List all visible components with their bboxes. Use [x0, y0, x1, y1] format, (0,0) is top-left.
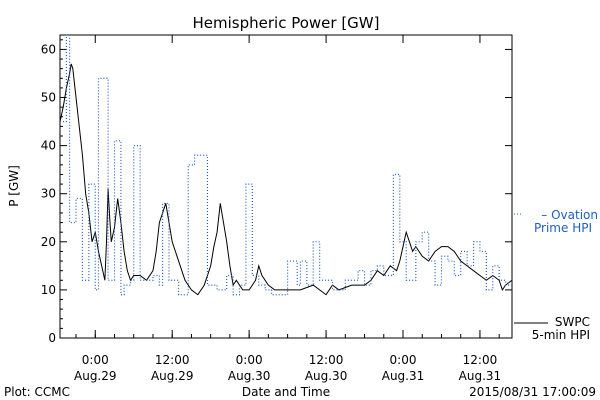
- x-tick-time-label: 12:00: [155, 353, 190, 367]
- legend-ovation-line1: – Ovation: [541, 208, 598, 222]
- x-tick-date-label: Aug.29: [74, 369, 117, 383]
- y-tick-label: 20: [41, 235, 56, 249]
- x-axis-label: Date and Time: [242, 385, 330, 399]
- x-tick-time-label: 12:00: [463, 353, 498, 367]
- plot-timestamp: 2015/08/31 17:00:09: [469, 385, 596, 399]
- chart-title: Hemispheric Power [GW]: [193, 14, 380, 32]
- x-tick-time-label: 12:00: [309, 353, 344, 367]
- x-tick-time-label: 0:00: [82, 353, 109, 367]
- y-tick-label: 60: [41, 42, 56, 56]
- x-tick-date-label: Aug.30: [305, 369, 348, 383]
- y-tick-label: 10: [41, 283, 56, 297]
- series-line-ovation-prime: [60, 34, 512, 296]
- y-axis-label: P [GW]: [7, 165, 21, 207]
- y-tick-label: 50: [41, 91, 56, 105]
- x-axis-ticks: 0:00 Aug.29 12:00 Aug.29 0:00 Aug.30 12:00 Aug.…: [74, 35, 501, 383]
- series-layer: [59, 34, 513, 296]
- series-line-swpc: [59, 63, 513, 296]
- plot-credit: Plot: CCMC: [4, 385, 70, 399]
- x-tick-date-label: Aug.31: [459, 369, 502, 383]
- y-tick-label: 30: [41, 187, 56, 201]
- legend-swpc-line2: 5-min HPI: [532, 328, 590, 342]
- x-tick-time-label: 0:00: [236, 353, 263, 367]
- x-tick-time-label: 0:00: [390, 353, 417, 367]
- legend-swpc-line1: SWPC: [555, 315, 590, 329]
- y-tick-label: 40: [41, 139, 56, 153]
- x-tick-date-label: Aug.29: [151, 369, 194, 383]
- y-tick-label: 0: [48, 331, 56, 345]
- plot-frame: [59, 34, 513, 339]
- x-tick-date-label: Aug.31: [382, 369, 425, 383]
- legend-ovation-line2: Prime HPI: [534, 221, 592, 235]
- x-tick-date-label: Aug.30: [228, 369, 271, 383]
- y-axis-ticks: 0 10 20 30 40 50 60: [41, 39, 512, 345]
